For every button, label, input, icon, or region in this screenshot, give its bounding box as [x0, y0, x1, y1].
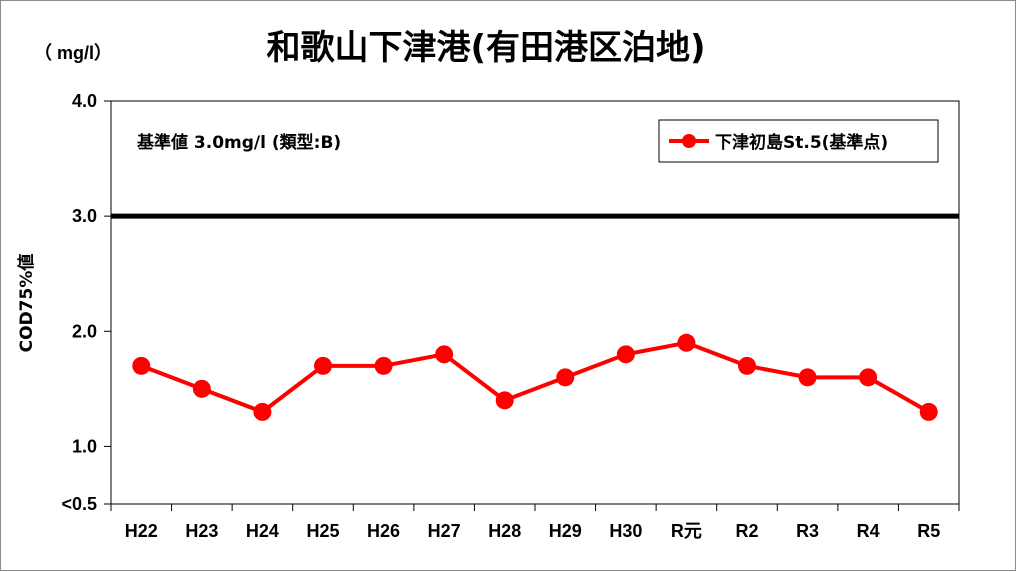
axis-ticks: 4.0 3.0 2.0 1.0 <0.5 H22 H23 H24 H25 H26 H27 H28 H29… — [61, 91, 960, 541]
x-tick-label: H29 — [549, 521, 582, 541]
data-point — [495, 391, 514, 410]
x-tick-label: H28 — [488, 521, 521, 541]
y-tick-label: 2.0 — [72, 321, 97, 341]
x-tick-label: H22 — [125, 521, 158, 541]
y-tick-label: 1.0 — [72, 436, 97, 456]
x-tick-label: R4 — [857, 521, 880, 541]
x-tick-label: R5 — [917, 521, 940, 541]
data-points — [132, 333, 938, 421]
x-tick-label: H30 — [609, 521, 642, 541]
x-tick-label: R3 — [796, 521, 819, 541]
data-point — [192, 379, 211, 398]
legend-label: 下津初島St.5(基準点) — [715, 132, 888, 153]
data-point — [253, 402, 272, 421]
data-point — [919, 402, 938, 421]
data-point — [738, 356, 756, 375]
standard-note: 基準値 3.0mg/l (類型:B) — [136, 132, 341, 153]
data-point — [616, 345, 635, 364]
x-tick-label: R2 — [735, 521, 758, 541]
y-axis-label: COD75%値 — [16, 254, 37, 353]
plot-area — [110, 100, 960, 505]
chart-title: 和歌山下津港(有田港区泊地) — [266, 28, 705, 68]
y-tick-label: 3.0 — [72, 206, 97, 226]
x-tick-label: R元 — [671, 521, 702, 541]
x-tick-label: H25 — [306, 521, 339, 541]
series-line — [140, 340, 930, 414]
data-point — [859, 368, 878, 387]
legend-marker — [682, 134, 696, 148]
data-point — [132, 356, 151, 375]
y-tick-label: 4.0 — [72, 91, 97, 111]
x-tick-label: H26 — [367, 521, 400, 541]
x-tick-label: H24 — [246, 521, 279, 541]
x-tick-label: H23 — [185, 521, 218, 541]
data-point — [374, 356, 393, 375]
data-point — [798, 368, 817, 387]
data-point — [435, 345, 454, 364]
legend: 下津初島St.5(基準点) — [658, 119, 939, 163]
data-point — [314, 356, 332, 375]
data-point — [556, 368, 575, 387]
unit-label: （ mg/l） — [34, 43, 112, 63]
y-tick-label: <0.5 — [61, 494, 97, 514]
x-tick-label: H27 — [428, 521, 461, 541]
data-point — [677, 333, 696, 352]
